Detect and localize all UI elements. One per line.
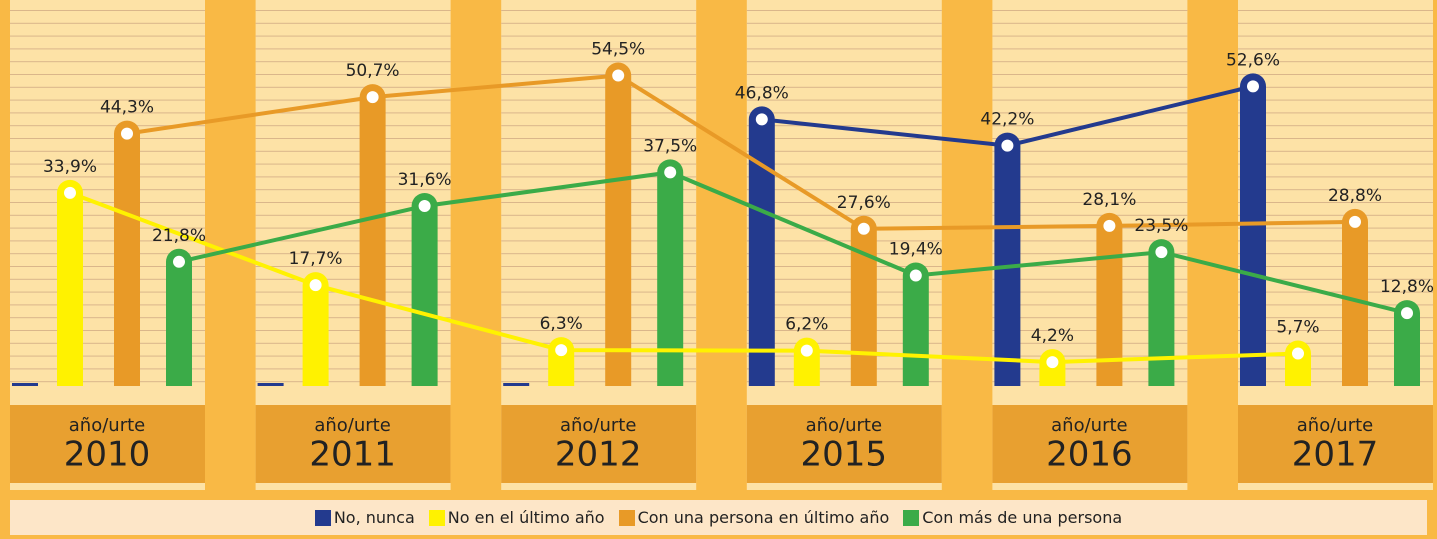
legend-label: No, nunca: [333, 508, 415, 527]
value-label: 6,2%: [785, 315, 828, 335]
legend-swatch: [314, 509, 331, 526]
bar: [166, 248, 192, 386]
legend-swatch: [428, 509, 445, 526]
value-label: 33,9%: [43, 157, 97, 177]
bar: [1148, 239, 1175, 386]
point: [1397, 303, 1417, 324]
point: [608, 65, 629, 86]
series-line: [178, 170, 1408, 316]
value-label: 6,3%: [540, 314, 583, 334]
point: [796, 340, 817, 361]
point: [1288, 343, 1308, 364]
category-prefix: año/urte: [806, 415, 882, 436]
point: [905, 265, 926, 286]
point: [660, 162, 681, 183]
category-prefix: año/urte: [1051, 415, 1127, 436]
category-prefix: año/urte: [1297, 415, 1373, 436]
bar-stub: [503, 383, 530, 386]
bar: [850, 215, 877, 386]
point: [1042, 352, 1063, 373]
category-label: 2016: [1046, 435, 1133, 475]
category-box: [1238, 405, 1433, 483]
value-label: 19,4%: [889, 239, 943, 259]
series-line: [69, 191, 1299, 365]
point: [751, 109, 772, 130]
category-label: 2010: [64, 435, 151, 475]
legend-item: Con más de una persona: [903, 508, 1122, 527]
legend: No, nunca No en el último año Con una pers…: [10, 500, 1427, 535]
point: [1345, 211, 1365, 232]
value-label: 50,7%: [346, 61, 400, 81]
value-label: 46,8%: [735, 83, 789, 103]
category-label: 2015: [801, 435, 888, 475]
category-prefix: año/urte: [314, 415, 390, 436]
category-prefix: año/urte: [560, 415, 636, 436]
point: [414, 195, 435, 216]
legend-swatch: [618, 509, 635, 526]
value-label: 28,8%: [1328, 186, 1382, 206]
value-label: 5,7%: [1276, 318, 1319, 338]
legend-label: Con una persona en último año: [637, 508, 890, 527]
value-label: 12,8%: [1380, 277, 1434, 297]
bar: [302, 272, 329, 386]
bar: [994, 132, 1021, 386]
legend-item: No en el último año: [428, 508, 605, 527]
point: [1151, 242, 1172, 263]
bar: [57, 179, 83, 386]
legend-label: No en el último año: [447, 508, 605, 527]
point: [362, 87, 383, 108]
point: [997, 135, 1018, 156]
bar-stub: [257, 383, 284, 386]
bar-stub: [12, 383, 38, 386]
bar: [1342, 208, 1368, 386]
bar: [605, 62, 632, 387]
category-box: [746, 405, 942, 483]
point: [60, 182, 80, 203]
legend-item: No, nunca: [314, 508, 415, 527]
point: [1099, 215, 1120, 236]
legend-swatch: [903, 509, 920, 526]
point: [117, 123, 137, 144]
category-box: [992, 405, 1188, 483]
value-label: 42,2%: [980, 110, 1034, 130]
bar: [411, 192, 438, 386]
category-box: [501, 405, 697, 483]
value-label: 31,6%: [398, 170, 452, 190]
point: [1243, 76, 1263, 97]
value-label: 37,5%: [643, 136, 697, 156]
value-label: 17,7%: [289, 249, 343, 269]
legend-item: Con una persona en último año: [618, 508, 890, 527]
category-box: [10, 405, 205, 483]
point: [551, 340, 572, 361]
category-prefix: año/urte: [69, 415, 145, 436]
category-label: 2011: [309, 435, 396, 475]
category-box: [255, 405, 451, 483]
category-label: 2017: [1292, 435, 1379, 475]
chart: año/urte2010año/urte2011año/urte2012año/…: [10, 0, 1434, 490]
point: [853, 218, 874, 239]
value-label: 52,6%: [1226, 50, 1280, 70]
point: [169, 251, 189, 272]
point: [305, 275, 326, 296]
bar: [359, 84, 386, 386]
legend-label: Con más de una persona: [922, 508, 1123, 527]
value-label: 21,8%: [152, 226, 206, 246]
bar: [1240, 73, 1266, 387]
value-label: 23,5%: [1134, 216, 1188, 236]
series-line: [126, 73, 1356, 231]
bar: [748, 106, 775, 386]
value-label: 27,6%: [837, 193, 891, 213]
bar: [114, 120, 140, 386]
category-label: 2012: [555, 435, 642, 475]
value-label: 4,2%: [1031, 326, 1074, 346]
bar: [1394, 300, 1420, 386]
value-label: 54,5%: [591, 40, 645, 60]
bar: [657, 159, 684, 386]
value-label: 44,3%: [100, 98, 154, 118]
value-label: 28,1%: [1082, 190, 1136, 210]
